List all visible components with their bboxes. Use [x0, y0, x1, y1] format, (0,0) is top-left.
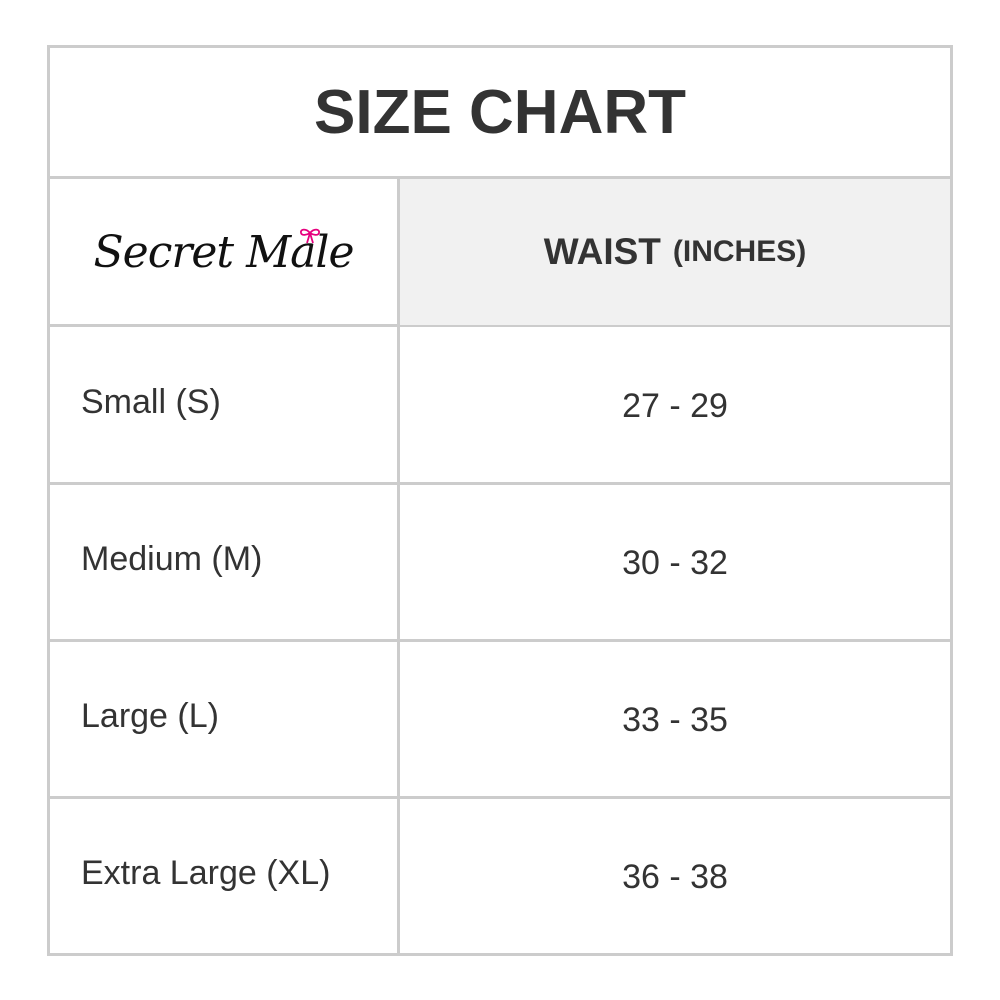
column-divider	[397, 178, 400, 953]
brand-logo: Secret Male	[50, 179, 397, 325]
waist-value: 27 - 29	[622, 387, 728, 425]
waist-header-label: WAIST	[543, 231, 661, 272]
size-label: Small (S)	[81, 383, 221, 421]
waist-value: 36 - 38	[622, 858, 728, 896]
bow-icon	[300, 228, 320, 244]
waist-header-unit: (INCHES)	[672, 235, 807, 268]
divider	[47, 324, 953, 327]
size-label: Extra Large (XL)	[81, 854, 331, 892]
divider	[47, 176, 953, 179]
chart-title: SIZE CHART	[314, 77, 686, 147]
divider	[47, 482, 953, 485]
divider	[47, 639, 953, 642]
size-label: Large (L)	[81, 697, 219, 735]
waist-header: WAIST (INCHES)	[400, 179, 950, 325]
waist-value: 30 - 32	[622, 544, 728, 582]
divider	[47, 796, 953, 799]
size-label: Medium (M)	[81, 540, 263, 578]
waist-value: 33 - 35	[622, 701, 728, 739]
size-chart-table	[47, 45, 953, 956]
